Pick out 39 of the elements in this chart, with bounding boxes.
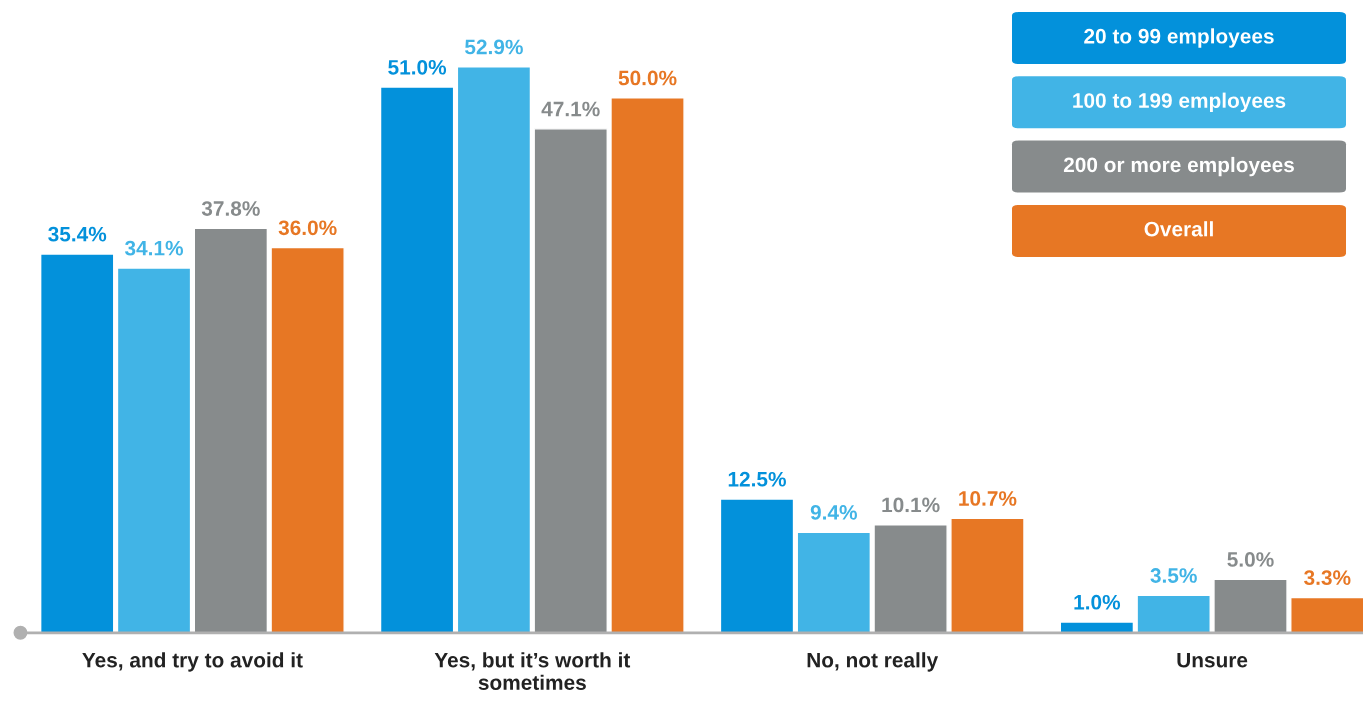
bar (456, 66, 532, 633)
text: 20 to 99 employees (1084, 28, 1274, 48)
bar (796, 531, 872, 633)
data-label: 12.5% (728, 471, 786, 487)
data-label: 1.0% (1074, 594, 1121, 610)
bar (1213, 578, 1288, 633)
x-tick-label: Yes, but it’s worth it sometimes (434, 652, 631, 690)
bar (39, 253, 115, 633)
bar (950, 517, 1025, 633)
data-label: 36.0% (278, 220, 337, 236)
data-label: 3.3% (1304, 570, 1351, 586)
data-label: 34.1% (124, 240, 184, 256)
data-label: 37.8% (201, 201, 260, 216)
data-label: 10.7% (959, 491, 1017, 506)
data-label: 47.1% (541, 101, 600, 117)
bar (610, 97, 685, 633)
data-label: 10.1% (882, 497, 940, 513)
bar (116, 267, 192, 633)
bar (1290, 596, 1363, 633)
data-label: 51.0% (388, 59, 447, 75)
bar (379, 86, 455, 633)
data-label: 52.9% (465, 39, 523, 55)
bar (270, 246, 345, 633)
data-label: 50.0% (618, 70, 677, 86)
bar (533, 128, 608, 633)
bar (1136, 594, 1211, 633)
data-label: 9.4% (810, 505, 857, 520)
text: Overall (1144, 221, 1213, 237)
bar (193, 227, 269, 633)
x-tick-label: Unsure (1177, 652, 1248, 668)
text: 200 or more employees (1063, 156, 1294, 177)
x-tick-label: No, not really (807, 652, 939, 672)
x-tick-label: Yes, and try to avoid it (82, 652, 303, 672)
data-label: 5.0% (1227, 552, 1274, 567)
bar (719, 498, 795, 633)
text: 100 to 199 employees (1073, 92, 1286, 113)
data-label: 3.5% (1150, 568, 1197, 583)
bar (873, 524, 948, 633)
data-label: 35.4% (48, 226, 107, 242)
